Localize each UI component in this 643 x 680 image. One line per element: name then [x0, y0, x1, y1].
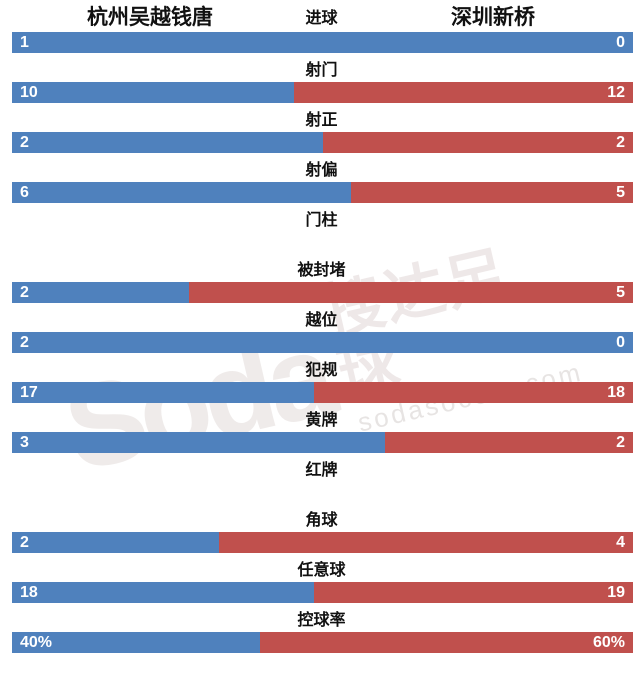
stat-row: 1 0	[0, 32, 643, 53]
away-value: 60%	[592, 634, 625, 651]
stat-row: 任意球 18 19	[0, 553, 643, 603]
stat-label: 射门	[305, 61, 338, 79]
stat-label: 越位	[305, 311, 338, 329]
home-value: 2	[20, 534, 29, 551]
home-team-name: 杭州吴越钱唐	[87, 6, 213, 29]
away-value: 0	[616, 334, 625, 351]
away-value: 0	[616, 34, 625, 51]
away-value: 19	[607, 584, 625, 601]
stat-row: 射门 10 12	[0, 53, 643, 103]
away-bar-segment	[314, 582, 633, 603]
stat-bar: 2 0	[12, 332, 633, 353]
home-value: 1	[20, 34, 29, 51]
away-bar-segment	[189, 282, 633, 303]
stat-label: 任意球	[297, 561, 346, 579]
stat-label: 角球	[305, 511, 338, 529]
home-bar-segment	[12, 132, 323, 153]
home-value: 10	[20, 84, 38, 101]
home-bar-segment	[12, 432, 385, 453]
stat-label: 射偏	[305, 161, 338, 179]
home-bar-segment	[12, 382, 314, 403]
stat-bar: 18 19	[12, 582, 633, 603]
away-value: 5	[616, 284, 625, 301]
home-bar-segment	[12, 632, 261, 653]
home-value: 2	[20, 284, 29, 301]
away-team-name: 深圳新桥	[451, 6, 535, 29]
stat-row: 角球 2 4	[0, 503, 643, 553]
stat-bar: 3 2	[12, 432, 633, 453]
stat-row: 射正 2 2	[0, 103, 643, 153]
stat-label: 被封堵	[297, 261, 346, 279]
stat-row: 射偏 6 5	[0, 153, 643, 203]
home-value: 40%	[20, 634, 53, 651]
home-bar-segment	[12, 332, 633, 353]
stat-bar: 40% 60%	[12, 632, 633, 653]
stat-label: 黄牌	[305, 411, 338, 429]
stat-label: 红牌	[305, 461, 338, 479]
home-value: 18	[20, 584, 38, 601]
stat-label: 犯规	[305, 361, 338, 379]
stat-row: 黄牌 3 2	[0, 403, 643, 453]
home-value: 6	[20, 184, 29, 201]
stat-row: 控球率 40% 60%	[0, 603, 643, 653]
away-bar-segment	[322, 132, 633, 153]
home-value: 2	[20, 334, 29, 351]
away-value: 5	[616, 184, 625, 201]
home-bar-segment	[12, 82, 295, 103]
home-bar-segment	[12, 282, 190, 303]
away-bar-segment	[350, 182, 633, 203]
stat-label: 射正	[305, 111, 338, 129]
stat-label: 门柱	[305, 211, 338, 229]
away-value: 2	[616, 134, 625, 151]
away-bar-segment	[313, 382, 633, 403]
home-bar-segment	[12, 182, 351, 203]
away-bar-segment	[260, 632, 633, 653]
stat-bar: 2 2	[12, 132, 633, 153]
home-value: 2	[20, 134, 29, 151]
home-bar-segment	[12, 32, 633, 53]
stat-bar: 10 12	[12, 82, 633, 103]
header: 杭州吴越钱唐 进球 深圳新桥	[0, 0, 643, 32]
away-bar-segment	[219, 532, 633, 553]
stat-bar: 1 0	[12, 32, 633, 53]
stat-bar: 2 4	[12, 532, 633, 553]
away-bar-segment	[384, 432, 633, 453]
stat-row: 门柱	[0, 203, 643, 253]
stat-rows: 1 0 射门 10 12 射正 2 2 射偏 6 5 门柱	[0, 32, 643, 653]
away-value: 4	[616, 534, 625, 551]
stat-row: 被封堵 2 5	[0, 253, 643, 303]
stat-bar: 6 5	[12, 182, 633, 203]
stat-label: 控球率	[297, 611, 346, 629]
stat-label-goals: 进球	[305, 10, 338, 27]
stat-bar: 2 5	[12, 282, 633, 303]
away-value: 12	[607, 84, 625, 101]
home-bar-segment	[12, 532, 219, 553]
stat-row: 越位 2 0	[0, 303, 643, 353]
away-value: 18	[607, 384, 625, 401]
home-value: 3	[20, 434, 29, 451]
stat-bar: 17 18	[12, 382, 633, 403]
stat-row: 红牌	[0, 453, 643, 503]
away-bar-segment	[294, 82, 633, 103]
stat-row: 犯规 17 18	[0, 353, 643, 403]
home-bar-segment	[12, 582, 315, 603]
home-value: 17	[20, 384, 38, 401]
away-value: 2	[616, 434, 625, 451]
